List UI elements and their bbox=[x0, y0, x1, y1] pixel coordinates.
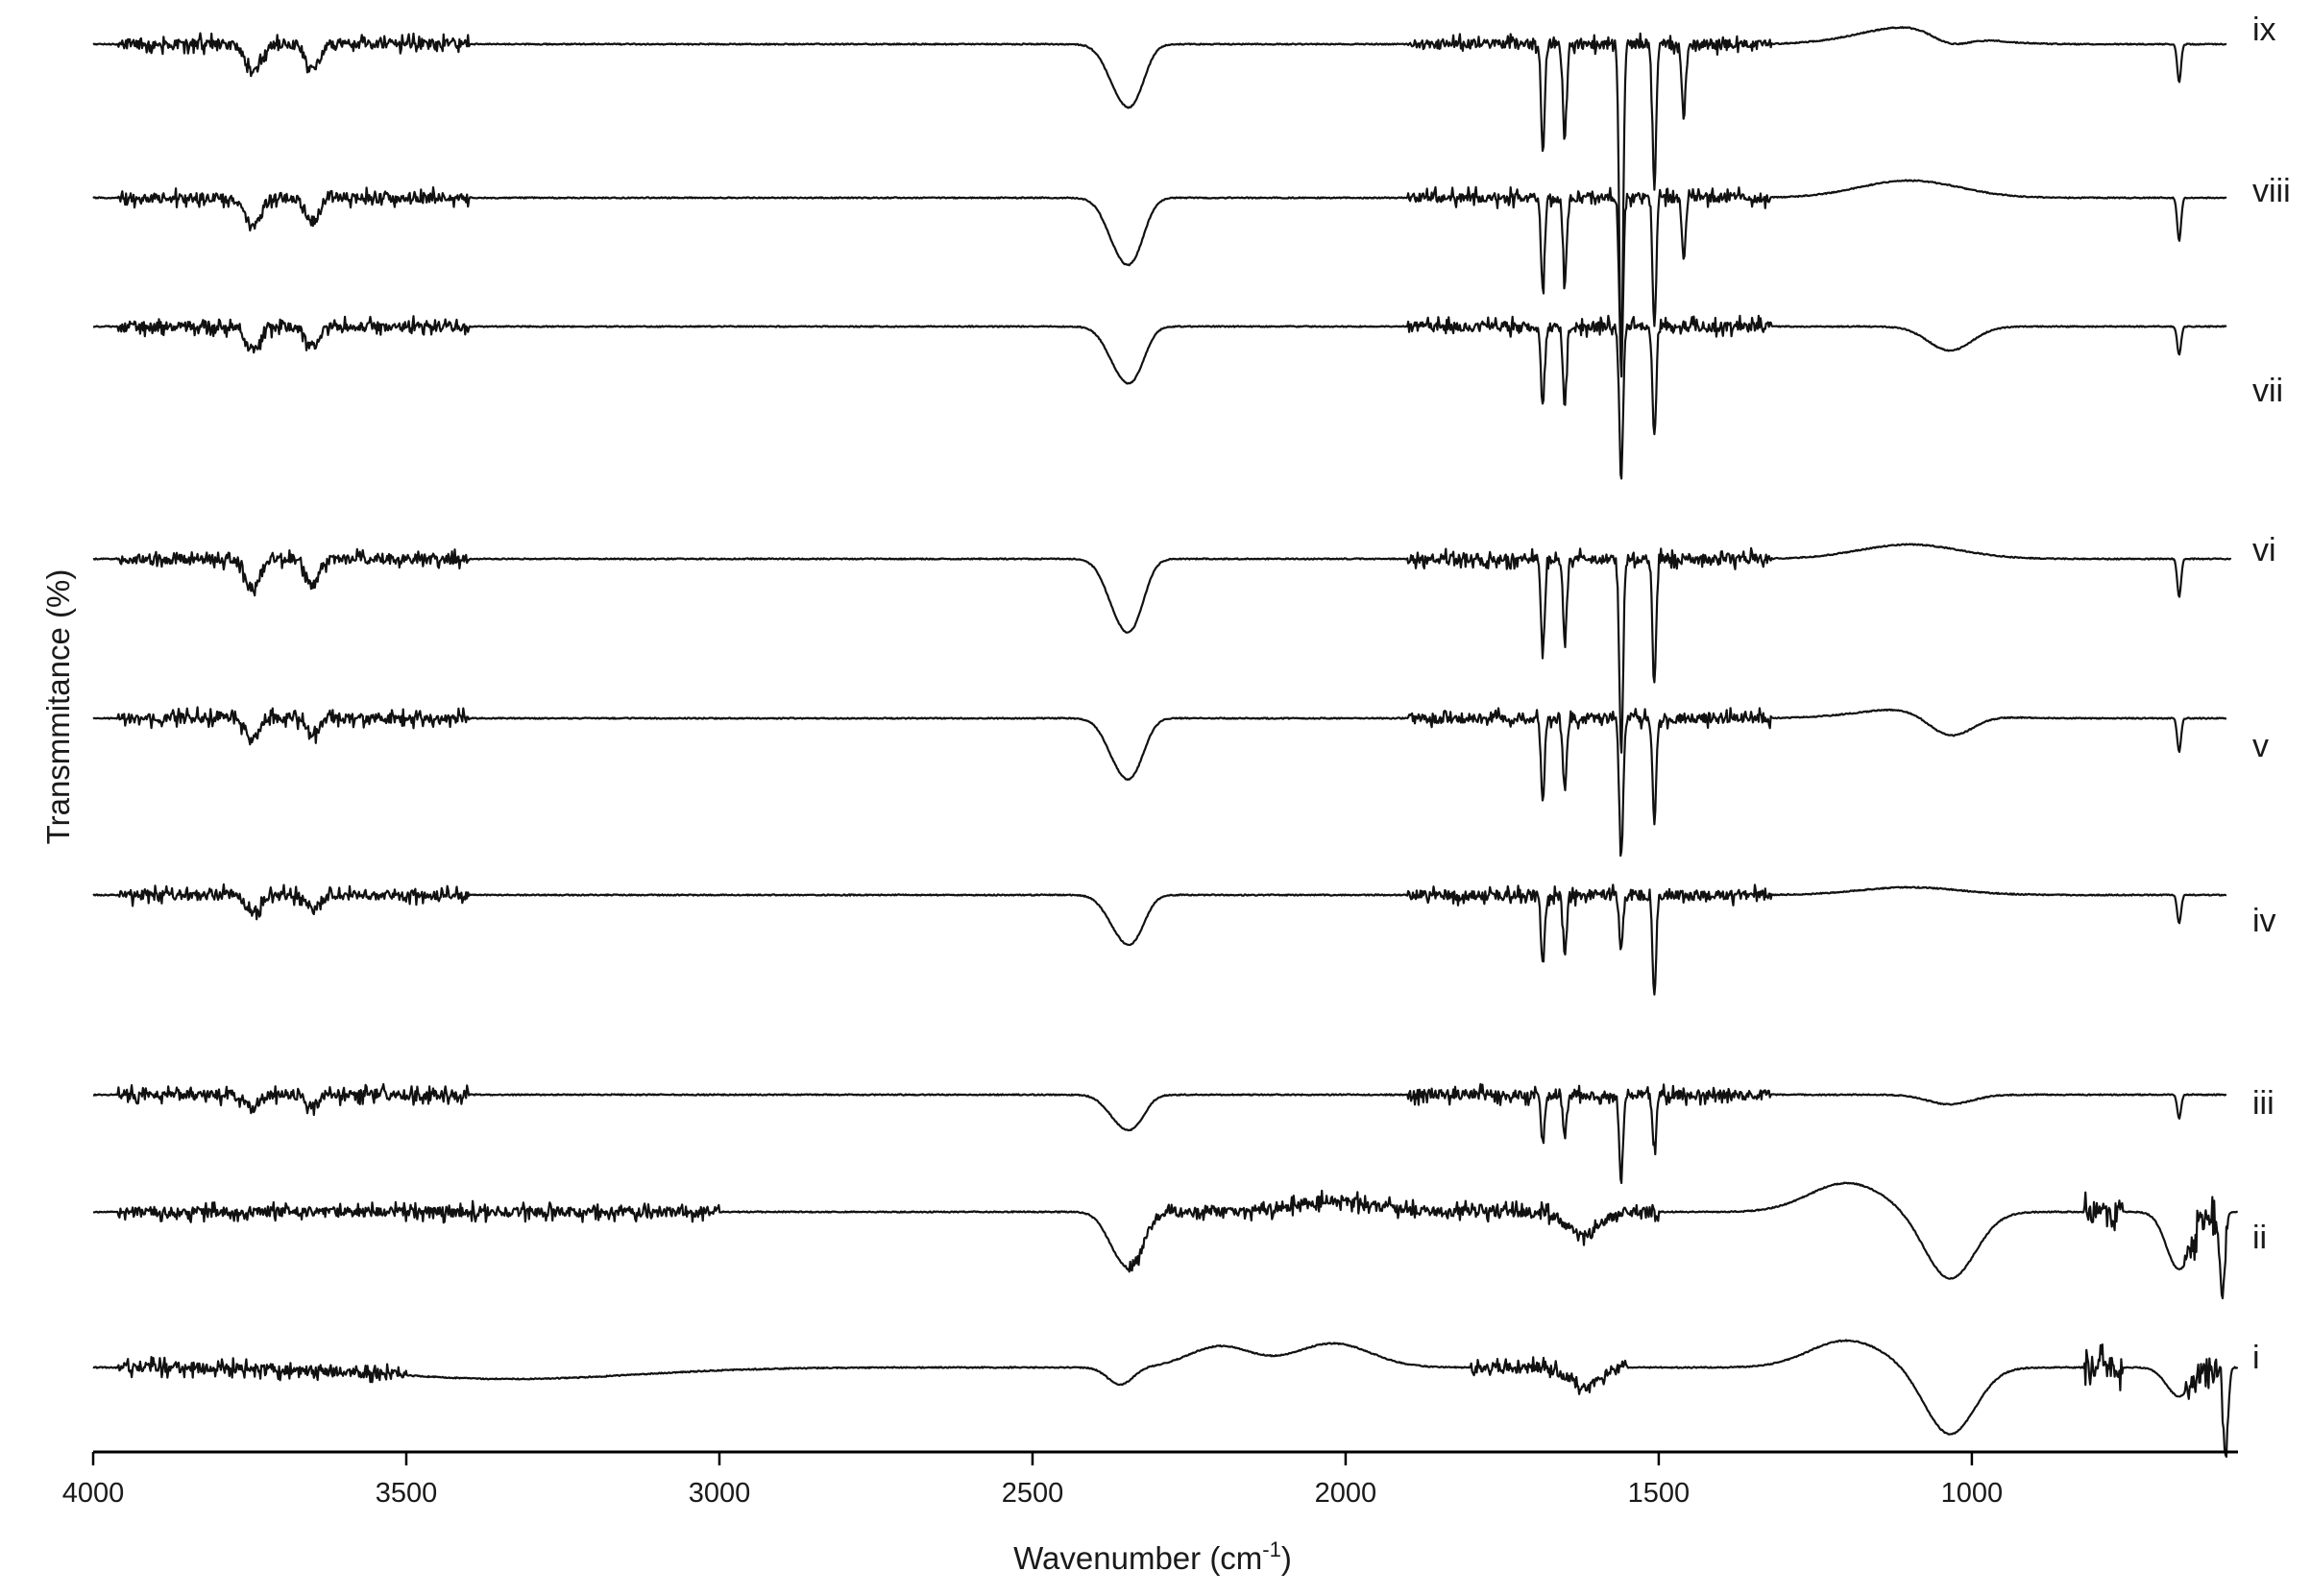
spectrum-vi bbox=[92, 543, 2232, 754]
spectrum-ii bbox=[92, 1181, 2238, 1300]
spectrum-vii bbox=[92, 314, 2227, 480]
x-axis-title-end: ) bbox=[1281, 1540, 1292, 1576]
series-label-ii: ii bbox=[2252, 1220, 2267, 1256]
spectrum-v bbox=[92, 706, 2227, 858]
spectrum-i bbox=[92, 1339, 2239, 1459]
y-axis-title: Transmmitance (%) bbox=[40, 569, 76, 845]
x-axis-title: Wavenumber (cm-1) bbox=[1013, 1537, 1292, 1576]
series-label-vi: vi bbox=[2252, 532, 2276, 568]
spectrum-ix bbox=[92, 26, 2227, 368]
spectrum-viii bbox=[92, 179, 2227, 378]
x-tick-label-4000: 4000 bbox=[62, 1478, 125, 1509]
x-tick-label-3000: 3000 bbox=[689, 1478, 751, 1509]
series-label-viii: viii bbox=[2252, 173, 2291, 209]
x-axis-title-superscript: -1 bbox=[1262, 1537, 1281, 1561]
series-label-vii: vii bbox=[2252, 373, 2283, 409]
series-label-iii: iii bbox=[2252, 1085, 2275, 1122]
x-tick-label-1500: 1500 bbox=[1628, 1478, 1691, 1509]
series-label-i: i bbox=[2252, 1340, 2260, 1376]
x-axis-title-text: Wavenumber (cm bbox=[1013, 1540, 1262, 1576]
x-tick-label-2500: 2500 bbox=[1002, 1478, 1064, 1509]
x-tick-label-3500: 3500 bbox=[376, 1478, 438, 1509]
x-axis: 4000 3500 3000 2500 2000 1500 1000 bbox=[62, 1450, 2238, 1509]
spectrum-iv bbox=[92, 883, 2227, 996]
x-tick-label-2000: 2000 bbox=[1315, 1478, 1377, 1509]
series-label-ix: ix bbox=[2252, 12, 2276, 48]
x-tick-label-1000: 1000 bbox=[1941, 1478, 2004, 1509]
spectrum-iii bbox=[92, 1082, 2227, 1185]
series-label-v: v bbox=[2252, 728, 2269, 764]
series-label-iv: iv bbox=[2252, 903, 2276, 939]
